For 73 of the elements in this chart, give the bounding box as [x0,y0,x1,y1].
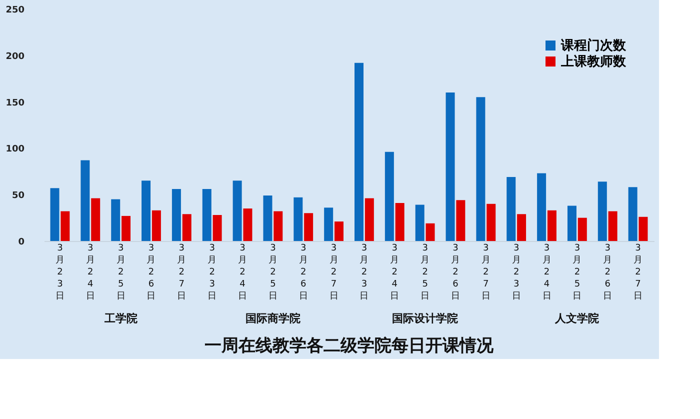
bar [80,160,90,241]
bar [334,222,344,241]
bar [608,211,618,241]
x-tick-label: 3月23日 [360,244,369,302]
bar [274,211,283,241]
text: 国际设计学院 [392,312,458,325]
legend-label: 上课教师数 [560,54,627,70]
bar [364,198,374,241]
bar [638,216,648,241]
bar [598,182,607,241]
x-tick-label: 3月26日 [298,244,308,302]
bar [567,206,576,241]
bar [202,189,212,241]
x-tick-label: 3月25日 [572,244,582,302]
text: 工学院 [103,312,138,325]
bar [415,204,424,241]
bar [395,202,404,241]
bar [294,197,303,241]
bar [456,200,466,241]
x-tick-label: 3月24日 [86,244,95,302]
x-tick-label: 3月23日 [208,244,217,302]
x-tick-label: 3月24日 [238,244,248,302]
x-tick-label: 3月25日 [268,244,278,302]
bar [152,210,161,241]
legend-label: 课程门次数 [560,38,627,54]
bar [537,173,546,241]
x-tick-label: 3月24日 [542,244,552,302]
bar [111,199,120,241]
bar [232,180,242,241]
x-tick-label: 3月23日 [512,244,521,302]
x-tick-label: 3月27日 [177,244,186,302]
text: 人文学院 [554,312,600,325]
y-tick-label: 250 [6,6,24,16]
bar [476,97,486,241]
bar [172,189,181,241]
x-tick-label: 3月25日 [420,244,430,302]
y-tick-label: 100 [6,144,24,155]
bar [578,218,587,241]
x-tick-label: 3月27日 [634,244,643,302]
x-tick-label: 3月25日 [116,244,126,302]
x-tick-label: 3月26日 [603,244,612,302]
bar [324,208,334,241]
x-tick-label: 3月27日 [481,244,490,302]
y-tick-label: 150 [6,98,24,108]
x-tick-label: 3月26日 [450,244,460,302]
bar [142,180,151,241]
bar [384,152,394,241]
x-tick-label: 3月23日 [55,244,64,302]
bar [426,223,435,241]
bar [517,214,526,241]
x-tick-label: 3月24日 [390,244,400,302]
bar [91,198,100,241]
bar [304,213,314,241]
y-tick-label: 50 [12,191,24,202]
bar [486,204,496,241]
bar [122,216,131,241]
text: 国际商学院 [245,312,300,325]
bar [263,196,272,241]
bar [506,176,516,241]
y-tick-label: 200 [6,52,24,62]
x-tick-label: 3月27日 [329,244,338,302]
bar [628,187,638,241]
bar [60,211,70,241]
bar [182,214,192,241]
bar [446,92,455,241]
text: 一周在线教学各二级学院每日开课情况 [204,336,494,356]
bar [354,62,364,241]
bar [243,208,252,241]
bar [547,210,556,241]
bar [212,215,222,241]
y-tick-label: 0 [18,238,24,248]
bar [50,188,60,241]
x-tick-label: 3月26日 [146,244,156,302]
